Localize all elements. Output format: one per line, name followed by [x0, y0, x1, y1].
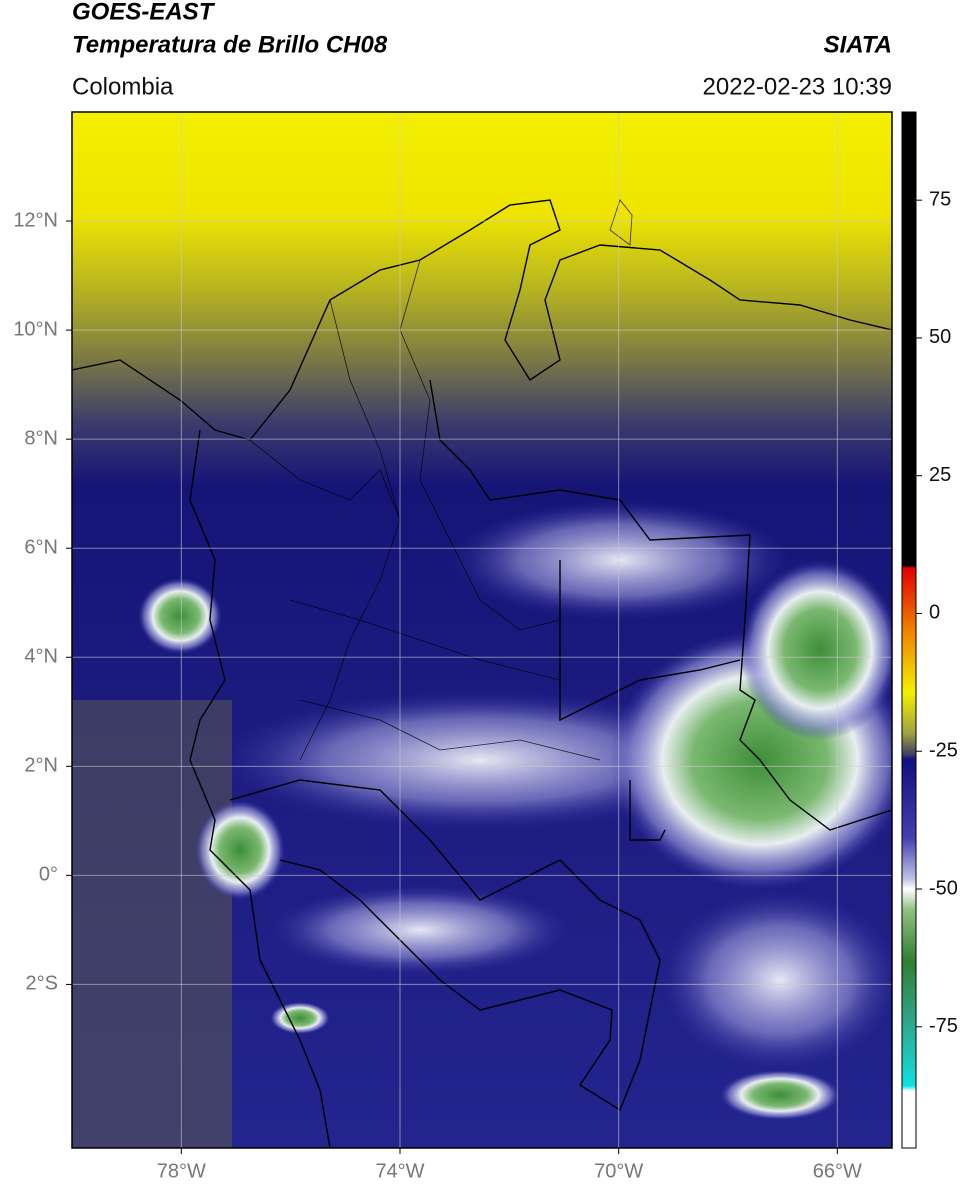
colorbar-tick-label: 75 — [929, 188, 951, 210]
y-tick-label: 12°N — [13, 209, 58, 231]
source: SIATA — [824, 31, 892, 58]
y-tick-label: 10°N — [13, 318, 58, 340]
grid — [72, 112, 892, 1148]
y-tick-label: 2°N — [24, 755, 58, 777]
map-frame — [71, 111, 893, 1149]
datetime: 2022-02-23 10:39 — [703, 73, 893, 100]
colorbar-tick-label: 25 — [929, 464, 951, 486]
x-tick-label: 66°W — [813, 1160, 862, 1182]
colorbar-tick-label: 0 — [929, 602, 940, 624]
colorbar-tick-label: -50 — [929, 877, 958, 899]
y-tick-label: 8°N — [24, 427, 58, 449]
region: Colombia — [72, 73, 174, 100]
satellite-image — [72, 112, 892, 1148]
x-tick-label: 78°W — [157, 1160, 206, 1182]
x-tick-label: 70°W — [594, 1160, 643, 1182]
y-tick-label: 4°N — [24, 646, 58, 668]
subtitle: Temperatura de Brillo CH08 — [72, 31, 388, 58]
colorbar-tick-label: 50 — [929, 326, 951, 348]
y-tick-label: 0° — [39, 864, 58, 886]
colorbar — [901, 111, 917, 1149]
colorbar-tick-label: -25 — [929, 740, 958, 762]
colorbar-tick-label: -75 — [929, 1015, 958, 1037]
x-tick-label: 74°W — [375, 1160, 424, 1182]
y-tick-label: 6°N — [24, 536, 58, 558]
title: GOES-EAST — [72, 0, 216, 25]
y-tick-label: 2°S — [26, 973, 58, 995]
